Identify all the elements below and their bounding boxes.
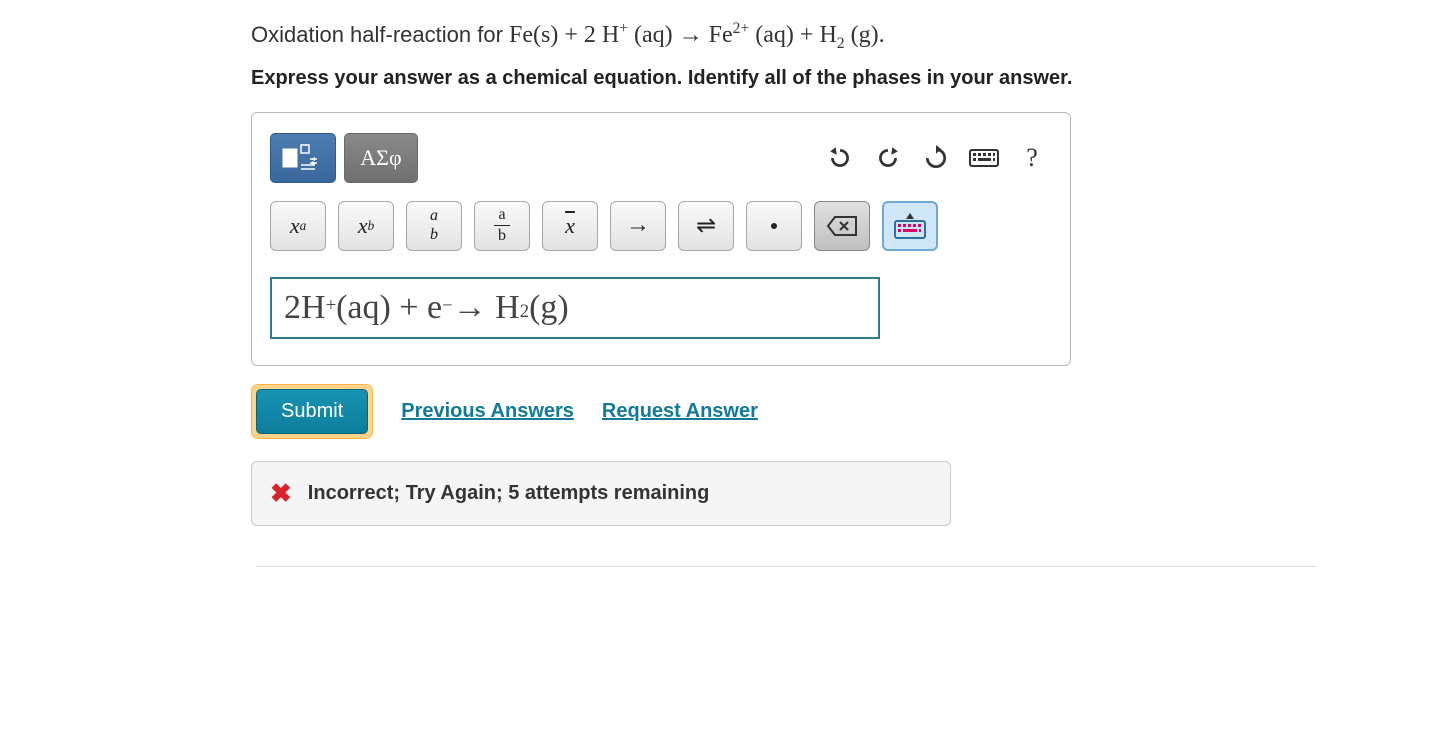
fraction-button[interactable]: ab xyxy=(474,201,530,251)
equation-editor-panel: ΑΣφ ? xaxbababx→⇌ 2H+(aq) + e− → H2(g) xyxy=(251,112,1071,366)
templates-toggle-button[interactable] xyxy=(270,133,336,183)
main-toolbar: ΑΣφ ? xyxy=(270,133,1052,183)
request-answer-link[interactable]: Request Answer xyxy=(602,400,758,423)
prompt-prefix: Oxidation half-reaction for xyxy=(251,22,509,47)
feedback-message: Incorrect; Try Again; 5 attempts remaini… xyxy=(308,482,710,505)
keyboard-icon[interactable] xyxy=(964,138,1004,178)
redo-icon[interactable] xyxy=(868,138,908,178)
subscript-button[interactable]: xb xyxy=(338,201,394,251)
divider xyxy=(256,566,1316,567)
reset-icon[interactable] xyxy=(916,138,956,178)
error-icon: ✖ xyxy=(270,478,292,509)
right-arrow-button[interactable]: → xyxy=(610,201,666,251)
submit-highlight: Submit xyxy=(251,384,373,439)
previous-answers-link[interactable]: Previous Answers xyxy=(401,400,574,423)
action-row: Submit Previous Answers Request Answer xyxy=(251,384,1321,439)
math-toolbar: xaxbababx→⇌ xyxy=(270,201,1052,251)
undo-icon[interactable] xyxy=(820,138,860,178)
stack-button[interactable]: ab xyxy=(406,201,462,251)
greek-symbols-button[interactable]: ΑΣφ xyxy=(344,133,418,183)
equilibrium-arrow-button[interactable]: ⇌ xyxy=(678,201,734,251)
answer-input[interactable]: 2H+(aq) + e− → H2(g) xyxy=(270,277,880,339)
x-bar-button[interactable]: x xyxy=(542,201,598,251)
prompt-equation: Fe(s) + 2 H+ (aq) → Fe2+ (aq) + H2 (g). xyxy=(509,22,885,48)
submit-button[interactable]: Submit xyxy=(256,389,368,434)
feedback-box: ✖ Incorrect; Try Again; 5 attempts remai… xyxy=(251,461,951,526)
superscript-button[interactable]: xa xyxy=(270,201,326,251)
question-prompt: Oxidation half-reaction for Fe(s) + 2 H+… xyxy=(251,20,1321,53)
keyboard-toggle-button[interactable] xyxy=(882,201,938,251)
backspace-button[interactable] xyxy=(814,201,870,251)
help-button[interactable]: ? xyxy=(1012,143,1052,173)
dot-button[interactable] xyxy=(746,201,802,251)
instruction-text: Express your answer as a chemical equati… xyxy=(251,67,1321,90)
